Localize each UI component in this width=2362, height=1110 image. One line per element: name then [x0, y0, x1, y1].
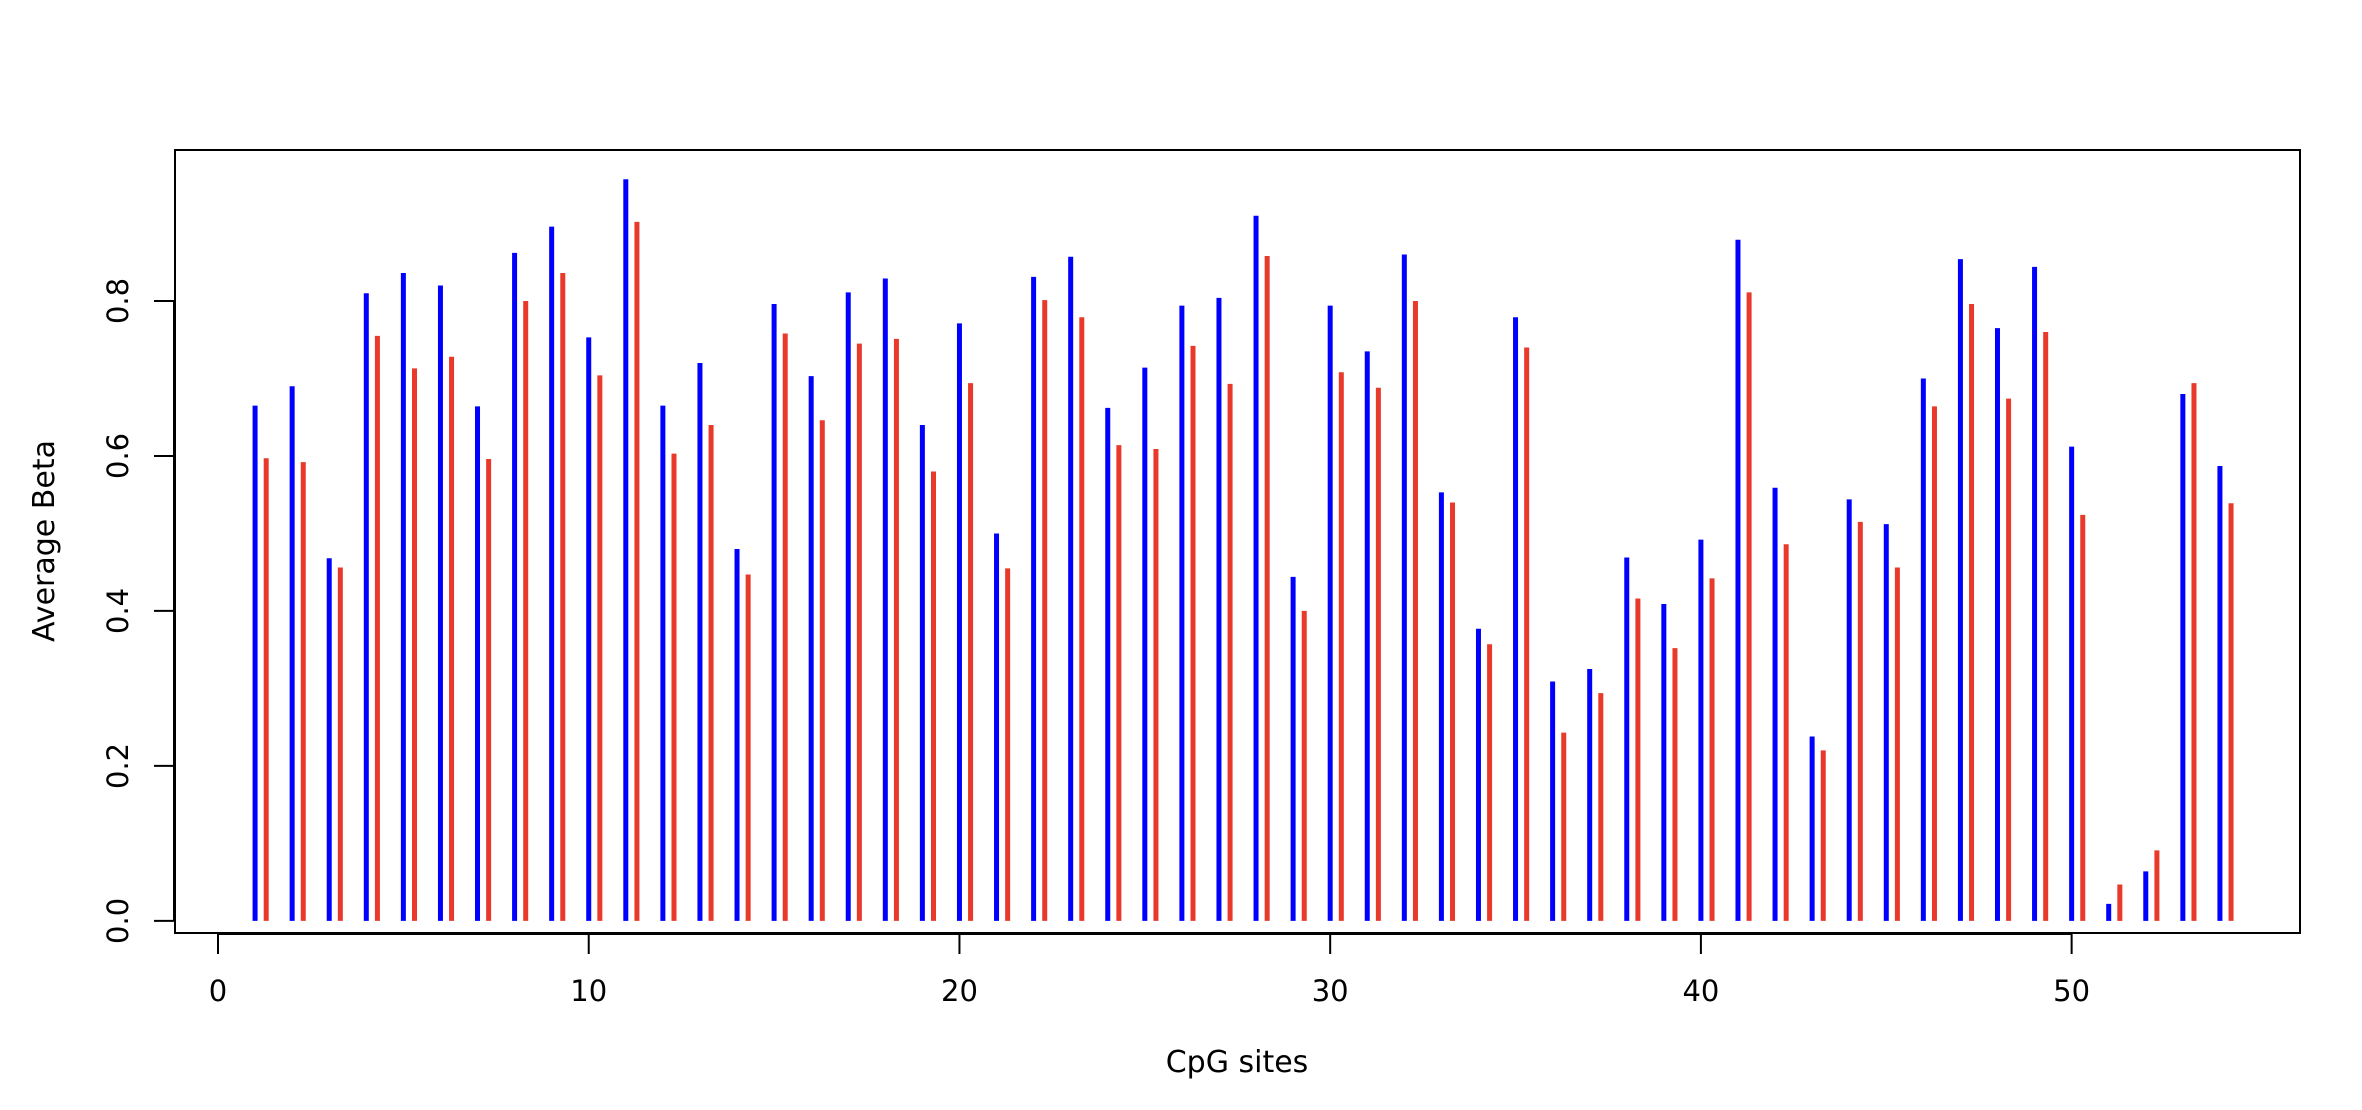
y-tick-label: 0.0 — [101, 898, 135, 944]
x-axis: 0 10 20 30 40 50 — [209, 933, 2090, 1008]
bars-layer — [252, 179, 2234, 921]
y-tick-label: 0.2 — [101, 743, 135, 789]
x-tick-label: 0 — [209, 974, 227, 1008]
x-tick-label: 20 — [941, 974, 978, 1008]
x-tick-label: 30 — [1312, 974, 1349, 1008]
y-tick-label: 0.8 — [101, 278, 135, 324]
x-tick-label: 50 — [2053, 974, 2090, 1008]
y-tick-label: 0.6 — [101, 433, 135, 479]
y-axis-label: Average Beta — [27, 440, 62, 642]
x-axis-label: CpG sites — [1166, 1045, 1309, 1080]
y-tick-label: 0.4 — [101, 588, 135, 634]
x-tick-label: 40 — [1682, 974, 1719, 1008]
y-axis: 0.0 0.2 0.4 0.6 0.8 — [101, 278, 175, 944]
x-tick-label: 10 — [570, 974, 607, 1008]
